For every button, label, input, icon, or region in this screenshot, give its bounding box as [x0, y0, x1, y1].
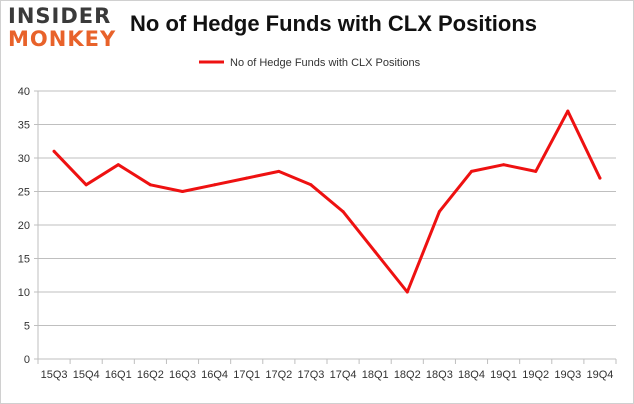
data-point [373, 250, 377, 254]
data-point [405, 290, 409, 294]
x-tick-label: 16Q2 [137, 369, 164, 381]
data-point [148, 183, 152, 187]
y-tick-label: 20 [18, 220, 30, 232]
chart-title: No of Hedge Funds with CLX Positions [130, 11, 537, 36]
x-tick-label: 15Q4 [73, 369, 100, 381]
y-tick-label: 25 [18, 187, 30, 199]
data-point [437, 210, 441, 214]
y-tick-label: 30 [18, 153, 30, 165]
x-tick-label: 17Q3 [297, 369, 324, 381]
x-tick-label: 18Q4 [458, 369, 485, 381]
data-point [598, 176, 602, 180]
x-tick-label: 18Q1 [362, 369, 389, 381]
data-point [84, 183, 88, 187]
data-point [245, 176, 249, 180]
x-tick-label: 18Q2 [394, 369, 421, 381]
data-point [534, 169, 538, 173]
x-tick-label: 19Q1 [490, 369, 517, 381]
x-tick-label: 17Q1 [233, 369, 260, 381]
y-tick-label: 35 [18, 120, 30, 132]
legend: No of Hedge Funds with CLX Positions [199, 57, 421, 69]
logo-line-1: INSIDER [8, 4, 112, 28]
series-line-0 [52, 109, 602, 294]
x-tick-label: 19Q4 [586, 369, 613, 381]
logo-line-2: MONKEY [8, 27, 117, 51]
data-point [341, 210, 345, 214]
data-point [309, 183, 313, 187]
x-tick-label: 17Q4 [330, 369, 357, 381]
x-tick-label: 16Q1 [105, 369, 132, 381]
data-point [213, 183, 217, 187]
data-point [470, 169, 473, 173]
insider-monkey-logo: INSIDER MONKEY [8, 6, 118, 52]
y-tick-label: 10 [18, 287, 30, 299]
x-tick-label: 17Q2 [265, 369, 292, 381]
legend-label: No of Hedge Funds with CLX Positions [230, 57, 421, 69]
data-point [277, 169, 281, 173]
data-point [181, 190, 184, 193]
x-tick-label: 18Q3 [426, 369, 453, 381]
data-point [566, 109, 570, 113]
grid-lines [38, 90, 616, 360]
y-axis: 0 5 10 15 20 25 30 35 40 [18, 86, 39, 366]
x-tick-label: 15Q3 [41, 369, 68, 381]
y-tick-label: 15 [18, 254, 30, 266]
y-tick-label: 40 [18, 86, 30, 98]
x-tick-label: 19Q2 [522, 369, 549, 381]
data-point [502, 163, 506, 167]
x-tick-label: 16Q3 [169, 369, 196, 381]
series-layer [52, 109, 602, 294]
x-tick-label: 16Q4 [201, 369, 228, 381]
data-point [116, 163, 120, 167]
data-point [52, 149, 56, 153]
x-tick-label: 19Q3 [554, 369, 581, 381]
x-axis: 15Q3 15Q4 16Q1 16Q2 16Q3 16Q4 17Q1 17Q2 17Q3 17Q4… [37, 359, 617, 381]
y-tick-label: 0 [24, 354, 30, 366]
y-tick-label: 5 [24, 321, 30, 333]
